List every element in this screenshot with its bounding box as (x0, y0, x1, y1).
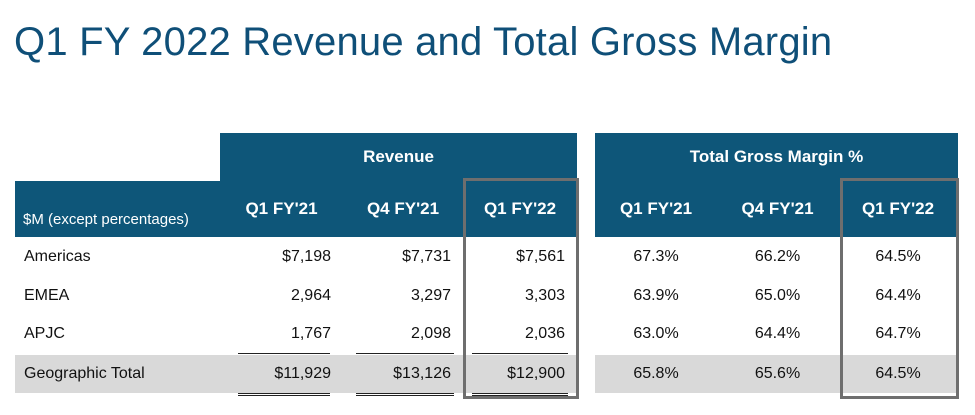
subtotal-rule (238, 353, 330, 354)
table-cell: 63.0% (633, 325, 679, 342)
table-cell: 1,767 (290, 325, 331, 342)
margin-col-q1-fy21: Q1 FY'21 (595, 181, 717, 237)
table-cell: 64.7% (875, 325, 921, 342)
table-cell: 65.6% (754, 365, 801, 382)
row-label-apjc: APJC (24, 325, 65, 342)
page-title: Q1 FY 2022 Revenue and Total Gross Margi… (14, 20, 833, 64)
revenue-col-q1-fy22: Q1 FY'22 (463, 181, 577, 237)
table-cell: 2,964 (290, 287, 331, 304)
table-cell: 2,098 (410, 325, 451, 342)
revenue-col-q4-fy21: Q4 FY'21 (343, 181, 463, 237)
margin-col-q1-fy22: Q1 FY'22 (838, 181, 958, 237)
table-cell: 65.8% (633, 365, 679, 382)
total-row-band-margin (595, 355, 958, 393)
total-double-rule (356, 392, 454, 396)
row-label-emea: EMEA (24, 287, 70, 304)
highlight-box-revenue-q1-fy22 (463, 178, 579, 399)
subtotal-rule (472, 353, 568, 354)
revenue-col-q1-fy21: Q1 FY'21 (220, 181, 343, 237)
highlight-box-margin-q1-fy22 (840, 178, 959, 399)
table-cell: 2,036 (524, 325, 565, 342)
table-cell: 3,303 (524, 287, 565, 304)
margin-group-header: Total Gross Margin % (595, 133, 958, 181)
table-cell: 66.2% (754, 248, 801, 265)
revenue-group-header: Revenue (220, 133, 577, 181)
table-cell: $12,900 (507, 365, 565, 382)
table-cell: 67.3% (633, 248, 679, 265)
total-double-rule (238, 392, 330, 396)
table-cell: 3,297 (410, 287, 451, 304)
table-cell: 64.5% (875, 248, 921, 265)
subtotal-rule (356, 353, 454, 354)
table-cell: 64.5% (875, 365, 921, 382)
table-cell: 63.9% (633, 287, 679, 304)
table-cell: $11,929 (274, 365, 331, 382)
margin-col-q4-fy21: Q4 FY'21 (717, 181, 838, 237)
table-cell: 65.0% (754, 287, 801, 304)
table-cell: 64.4% (754, 325, 801, 342)
table-cell: $7,561 (516, 248, 565, 265)
table-cell: 64.4% (875, 287, 921, 304)
table-cell: $7,731 (402, 248, 451, 265)
row-label-americas: Americas (24, 248, 91, 265)
total-row-band-revenue (15, 355, 577, 393)
row-header: $M (except percentages) (15, 181, 220, 237)
table-cell: $7,198 (282, 248, 331, 265)
row-label-geographic-total: Geographic Total (24, 365, 145, 382)
total-double-rule (472, 392, 568, 396)
table-cell: $13,126 (393, 365, 451, 382)
